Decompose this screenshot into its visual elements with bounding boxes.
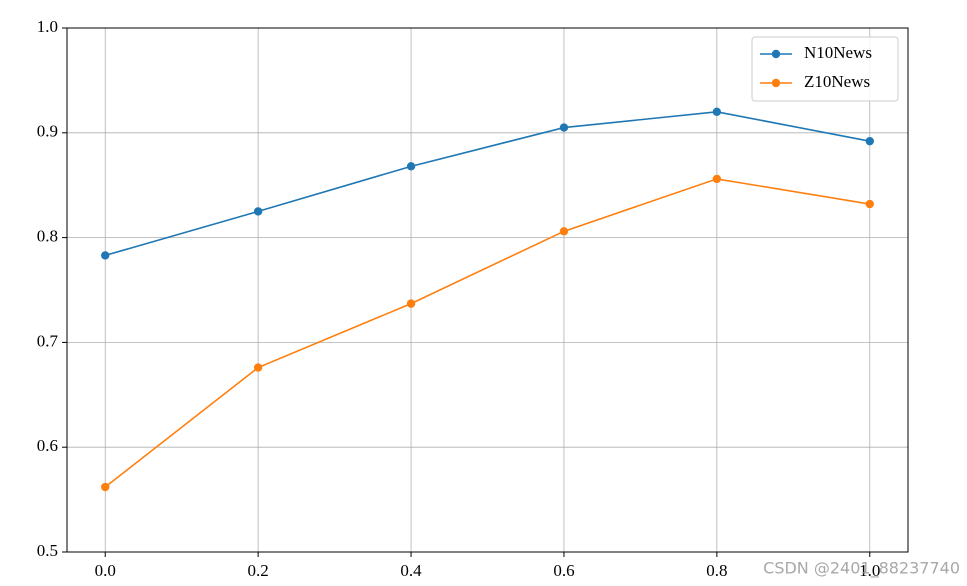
legend-marker (771, 49, 781, 59)
x-tick-label: 0.2 (248, 561, 269, 580)
plot-frame (66, 27, 909, 553)
x-tick-label: 0.4 (400, 561, 422, 580)
marker (101, 251, 110, 260)
marker (253, 363, 263, 372)
marker (406, 299, 416, 308)
series-line (104, 178, 870, 488)
x-tick-label: 0.6 (553, 561, 574, 580)
legend-box (751, 36, 899, 102)
marker (865, 136, 874, 146)
marker (253, 207, 263, 216)
x-tick-label: 1.0 (859, 561, 880, 580)
marker (559, 227, 569, 236)
marker (712, 107, 722, 117)
y-tick-label: 0.8 (37, 227, 58, 246)
watermark: CSDN @2401_88237740 (763, 559, 960, 579)
series-line (105, 111, 870, 257)
y-tick-label: 1.0 (37, 17, 58, 36)
marker (101, 482, 110, 492)
marker (865, 199, 874, 209)
y-tick-label: 0.9 (37, 122, 58, 141)
marker (559, 123, 569, 132)
legend-marker (771, 78, 781, 88)
marker (712, 174, 722, 184)
x-tick-label: 0.8 (706, 561, 727, 580)
marker (406, 162, 416, 171)
x-tick-label: 0.0 (95, 561, 116, 580)
legend-label: Z10News (804, 72, 870, 91)
y-tick-label: 0.6 (37, 436, 58, 455)
legend-label: N10News (804, 43, 872, 62)
y-tick-label: 0.5 (37, 541, 58, 560)
y-tick-label: 0.7 (37, 331, 59, 350)
